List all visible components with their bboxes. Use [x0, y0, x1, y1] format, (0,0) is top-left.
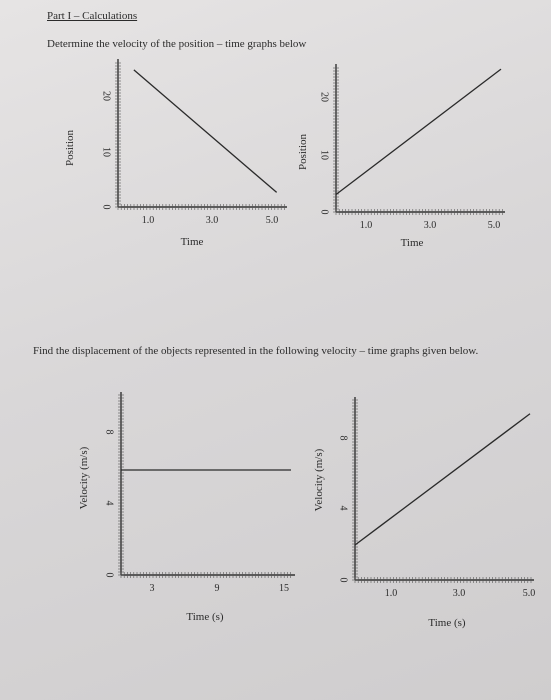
velocity-graphs-instruction: Find the displacement of the objects rep… — [33, 345, 479, 357]
x-tick-label: 9 — [215, 583, 220, 594]
series-line — [335, 68, 502, 196]
x-tick-label: 5.0 — [488, 220, 501, 231]
x-tick-label: 3.0 — [206, 215, 219, 226]
y-tick-label: 8 — [104, 430, 115, 435]
y-axis-label: Position — [297, 133, 309, 170]
y-tick-label: 8 — [338, 436, 349, 441]
x-axis-label: Time — [401, 237, 424, 249]
x-tick-label: 5.0 — [266, 215, 279, 226]
series-line — [354, 413, 531, 546]
y-tick-label: 10 — [319, 150, 330, 160]
x-tick-label: 15 — [279, 583, 289, 594]
page-title: Part I – Calculations — [47, 10, 138, 22]
x-tick-label: 3.0 — [424, 220, 437, 231]
y-tick-label: 20 — [101, 91, 112, 101]
x-axis-label: Time — [181, 236, 204, 248]
series-line — [133, 69, 278, 193]
x-tick-label: 5.0 — [523, 588, 536, 599]
position-graphs-instruction: Determine the velocity of the position –… — [47, 38, 307, 50]
x-tick-label: 1.0 — [360, 220, 373, 231]
y-tick-label: 0 — [319, 210, 330, 215]
y-tick-label: 4 — [104, 501, 115, 506]
y-axis-label: Velocity (m/s) — [78, 446, 90, 509]
y-tick-label: 20 — [319, 92, 330, 102]
x-axis-label: Time (s) — [186, 611, 224, 623]
y-tick-label: 0 — [104, 573, 115, 578]
x-tick-label: 3.0 — [453, 588, 466, 599]
y-axis-label: Velocity (m/s) — [313, 448, 325, 511]
y-tick-label: 0 — [338, 578, 349, 583]
x-tick-label: 1.0 — [385, 588, 398, 599]
y-tick-label: 10 — [101, 147, 112, 157]
y-tick-label: 4 — [338, 506, 349, 511]
x-tick-label: 1.0 — [142, 215, 155, 226]
y-tick-label: 0 — [101, 205, 112, 210]
x-tick-label: 3 — [150, 583, 155, 594]
x-axis-label: Time (s) — [428, 617, 466, 629]
y-axis-label: Position — [64, 129, 76, 166]
